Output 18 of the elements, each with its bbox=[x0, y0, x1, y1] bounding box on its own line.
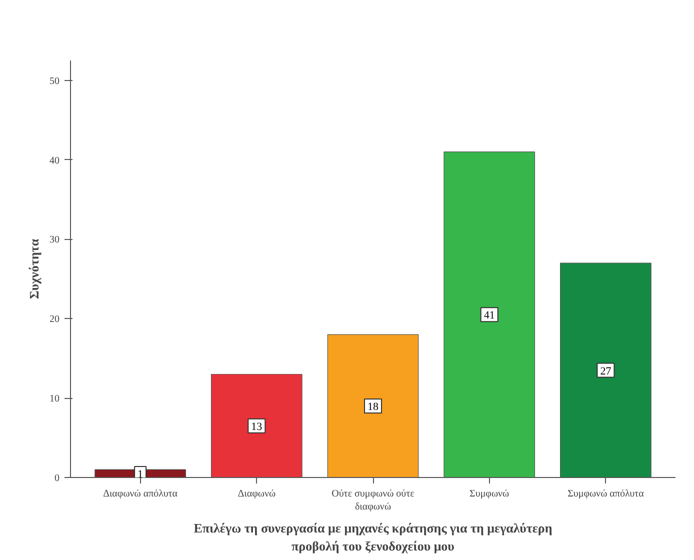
data-label: 41 bbox=[484, 310, 495, 322]
x-tick-label: Διαφωνώ απόλυτα bbox=[103, 488, 178, 500]
y-tick-label: 50 bbox=[50, 76, 60, 87]
y-tick-label: 10 bbox=[50, 394, 60, 405]
y-tick-label: 30 bbox=[50, 234, 60, 246]
data-label: 27 bbox=[600, 365, 612, 378]
y-tick-label: 0 bbox=[54, 473, 60, 484]
x-tick-label: Διαφωνώ bbox=[238, 488, 276, 500]
x-tick-label: Ούτε συμφωνώ ούτε διαφωνώ bbox=[332, 488, 414, 513]
data-label: 13 bbox=[251, 420, 263, 433]
x-tick-label: Συμφωνώ απόλυτα bbox=[568, 488, 645, 500]
x-axis-title: Επιλέγω τη συνεργασία με μηχανές κράτησης για τη μεγαλύτερη προβολή του ξενοδοχείου μου bbox=[194, 520, 552, 554]
y-tick-label: 40 bbox=[50, 155, 60, 166]
y-axis-title: Συχνότητα bbox=[26, 238, 42, 300]
x-tick-label: Συμφωνώ bbox=[470, 488, 510, 500]
y-tick-label: 20 bbox=[50, 314, 60, 326]
data-label: 18 bbox=[368, 401, 379, 414]
data-label: 1 bbox=[138, 468, 144, 481]
